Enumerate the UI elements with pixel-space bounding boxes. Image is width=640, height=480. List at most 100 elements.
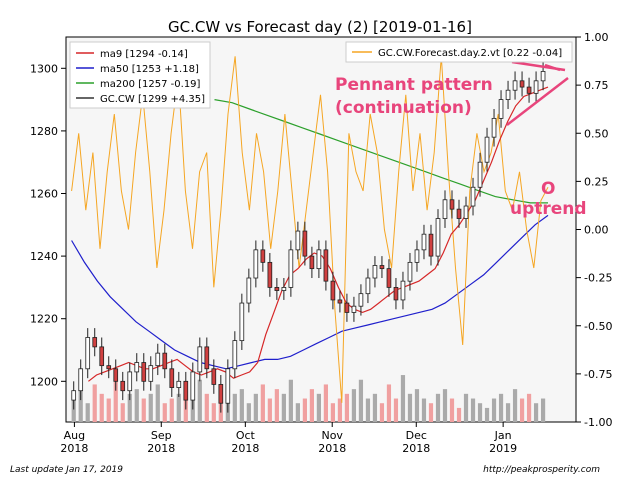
pennant-lines [506,60,569,126]
volume-bar [197,379,202,422]
pennant-annotation-line1: Pennant pattern [335,75,493,95]
candle-body [337,299,343,304]
volume-bar [309,389,314,422]
right-tick-label: -0.50 [584,320,612,333]
candle-body [540,71,546,82]
volume-bar [463,393,469,422]
candle-body [232,340,238,370]
chart-title: GC.CW vs Forecast day (2) [2019-01-16] [168,18,472,36]
candle-body [302,230,308,257]
volume-bar [85,403,90,422]
volume-bar [113,379,118,422]
volume-bar [533,403,539,422]
volume-bar [393,398,399,422]
right-tick-label: 0.75 [584,79,609,92]
candle-body [400,280,406,301]
right-tick-label: -0.25 [584,272,612,285]
volume-bar [519,398,525,422]
volume-bar [232,393,237,422]
x-tick-label: Sep [151,429,172,442]
candle-body [204,346,210,370]
x-axis-ticks: Aug2018Sep2018Oct2018Nov2018Dec2018Jan20… [60,422,517,455]
candle-body [71,390,77,401]
candle-body [309,255,315,270]
volume-bar [267,398,272,422]
right-axis-ticks: 1.00 0.75 0.50 0.25 0.00 -0.25 -0.50 -0.75 -1.00 [576,31,612,429]
candle-body [484,136,490,163]
candle-body [386,268,392,288]
volume-bar [288,379,293,422]
volume-bar [526,393,532,422]
volume-bar [71,398,76,422]
left-tick-label: 1220 [30,313,58,326]
candle-body [372,265,378,279]
candle-body [225,368,231,404]
x-tick-label: Dec [406,429,427,442]
volume-bar [435,393,441,422]
volume-bar [246,403,251,422]
candle-body [176,380,182,388]
ma50-series [71,214,549,370]
volume-bar [295,403,300,422]
candle-body [190,371,196,401]
volume-bar [78,389,83,422]
volume-bar [120,403,125,422]
volume-bar [505,403,511,422]
volume-bar [274,389,279,422]
volume-bar [92,384,97,422]
candle-body [533,80,539,94]
volume-bar [540,398,546,422]
volume-bar [351,389,357,422]
left-axis-ticks: 1200 1220 1240 1260 1280 1300 [30,62,66,388]
candle-body [421,233,427,251]
volume-bar [372,393,378,422]
candle-body [113,368,119,382]
volume-bar [169,398,174,422]
volume-bar [330,403,336,422]
candle-body [407,261,413,282]
candle-body [260,249,266,263]
volume-bars [71,375,546,422]
left-tick-label: 1280 [30,125,58,138]
candle-body [281,287,287,291]
candle-body [519,80,525,88]
volume-bar [204,393,209,422]
volume-bar [260,384,265,422]
x-tick-label: Oct [236,429,256,442]
candle-body [134,362,140,373]
volume-bar [281,393,286,422]
candle-body [274,287,280,291]
volume-bar [239,389,244,422]
volume-bar [141,398,146,422]
footer-left: Last update Jan 17, 2019 [10,465,123,475]
volume-bar [512,389,518,422]
volume-bar [337,398,343,422]
candle-body [449,199,455,210]
right-tick-label: -0.75 [584,368,612,381]
left-tick-label: 1260 [30,188,58,201]
candle-body [253,249,259,279]
volume-bar [477,403,483,422]
volume-bar [491,398,497,422]
x-tick-year: 2019 [489,442,517,455]
volume-bar [99,393,104,422]
footer-right: http://peakprosperity.com [483,465,600,475]
x-tick-label: Jan [494,429,512,442]
candle-body [148,365,154,382]
legend-label: ma9 [1294 -0.14] [100,49,188,60]
x-tick-year: 2018 [147,442,175,455]
volume-bar [484,407,490,422]
candlestick-series [71,62,546,413]
legend-label: ma200 [1257 -0.19] [100,79,201,90]
volume-bar [498,393,504,422]
volume-bar [358,379,364,422]
volume-bar [442,389,448,422]
candle-body [267,261,273,288]
candle-body [239,302,245,342]
volume-bar [134,389,139,422]
candle-body [211,368,217,385]
candle-body [155,352,161,367]
volume-bar [106,398,111,422]
volume-bar [190,398,195,422]
candle-body [344,302,350,313]
